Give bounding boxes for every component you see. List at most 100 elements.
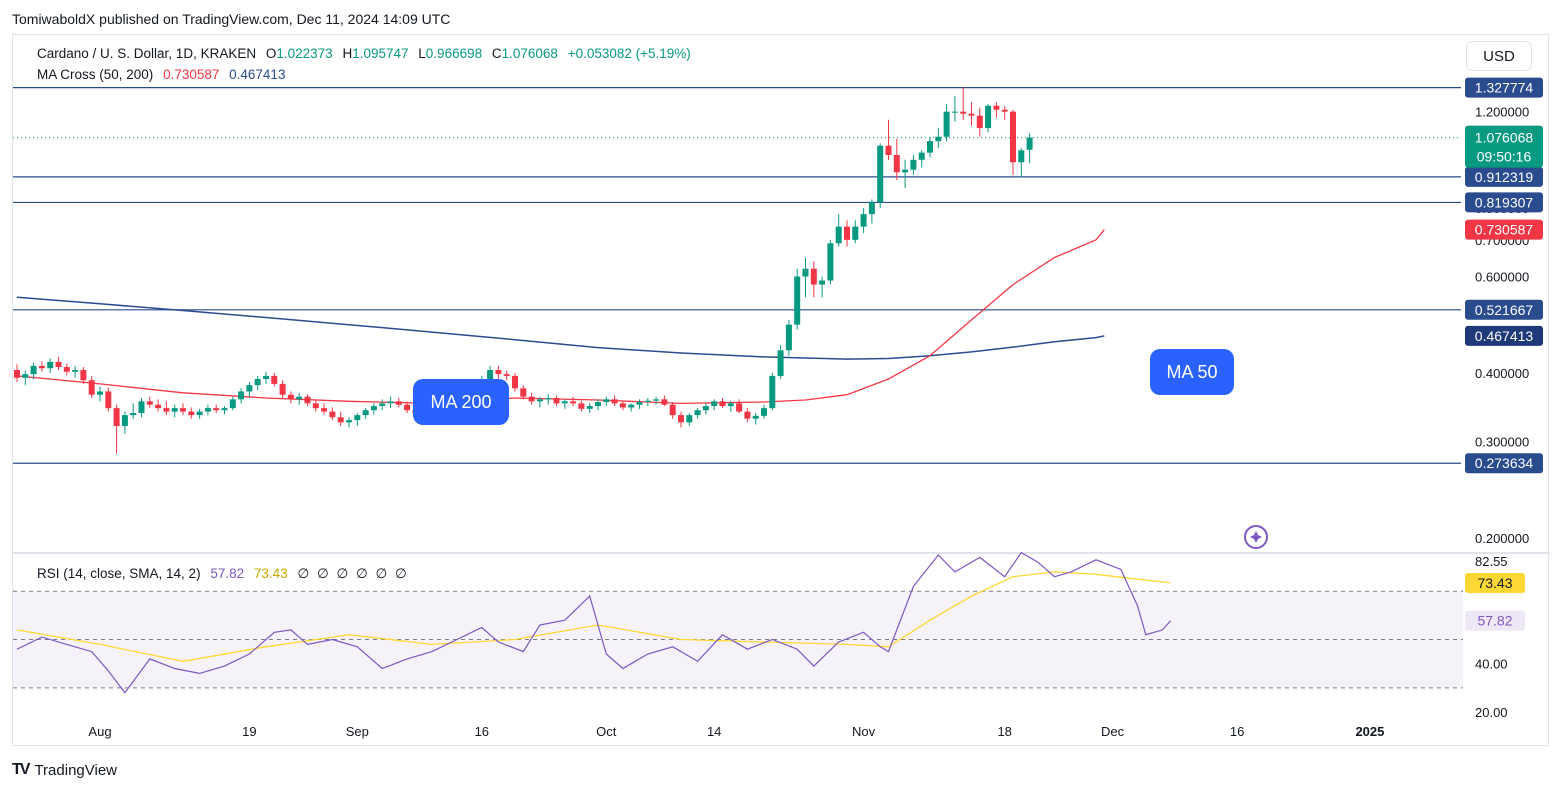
last-price-tag-bg — [1465, 125, 1543, 168]
price-tick-label: 0.600000 — [1475, 270, 1529, 285]
candle-body — [354, 415, 361, 421]
ma200-value: 0.467413 — [229, 67, 286, 82]
close-label: C — [491, 46, 502, 61]
currency-label: USD — [1483, 47, 1515, 65]
ma50-line — [16, 229, 1105, 405]
candle-body — [628, 404, 635, 408]
price-tick-label: 0.400000 — [1475, 366, 1529, 381]
candle-body — [72, 369, 79, 372]
price-label: 0.467413 — [1475, 328, 1534, 344]
candle-body — [105, 391, 112, 409]
candle-body — [586, 406, 593, 409]
candle-body — [918, 152, 925, 160]
candle-body — [785, 324, 792, 351]
candle-body — [719, 401, 726, 407]
candle-body — [761, 408, 767, 416]
candle-body — [702, 406, 709, 411]
candle-body — [827, 243, 834, 281]
candle-body — [304, 396, 311, 404]
candle-body — [379, 403, 386, 407]
rsi-line — [16, 551, 1172, 694]
candle-body — [570, 401, 577, 404]
candle-body — [844, 226, 850, 240]
x-tick-label: Sep — [346, 724, 369, 739]
candle-body — [644, 400, 651, 403]
candle-body — [312, 403, 319, 409]
currency-button[interactable]: USD — [1466, 41, 1532, 71]
candle-body — [993, 105, 1000, 110]
rsi-tick-label: 82.55 — [1475, 554, 1508, 569]
last-price-tag: 1.076068 — [1475, 130, 1534, 146]
candle-body — [819, 280, 826, 285]
price-label-bg — [1465, 219, 1543, 240]
rsi-value-tag: 57.82 — [1477, 613, 1512, 629]
candle-body — [180, 408, 186, 412]
published-caption: TomiwaboldX published on TradingView.com… — [12, 11, 451, 27]
x-tick-label: 14 — [707, 724, 721, 739]
candle-body — [487, 369, 494, 379]
candle-body — [495, 369, 502, 375]
candle-body — [503, 374, 510, 376]
candle-body — [171, 408, 178, 412]
x-tick-label: 2025 — [1355, 724, 1384, 739]
ma-cross-label: MA Cross (50, 200) — [37, 67, 154, 82]
candle-body — [279, 383, 286, 395]
candle-body — [387, 401, 394, 404]
candle-body — [113, 408, 120, 427]
high-label: H — [342, 46, 353, 61]
candle-body — [985, 105, 992, 129]
candle-body — [935, 136, 942, 142]
price-tick-label: 1.200000 — [1475, 105, 1529, 120]
x-tick-label: 19 — [242, 724, 256, 739]
candle-body — [88, 380, 95, 395]
candle-body — [188, 411, 195, 416]
price-tick-label: 0.200000 — [1475, 531, 1529, 546]
ma50-value: 0.730587 — [163, 67, 220, 82]
candle-body — [860, 214, 867, 227]
price-label: 0.912319 — [1475, 169, 1534, 185]
price-label-bg — [1465, 77, 1543, 98]
candle-body — [810, 268, 817, 285]
candle-body — [736, 403, 743, 412]
chart-canvas[interactable]: 0.2000000.3000000.4000000.6000000.700000… — [13, 35, 1550, 747]
candle-body — [686, 415, 693, 423]
candle-body — [835, 226, 842, 244]
brand[interactable]: TV TradingView — [12, 761, 117, 779]
candle-body — [63, 367, 70, 372]
candle-body — [229, 399, 236, 409]
candle-body — [196, 411, 203, 416]
candle-body — [370, 406, 377, 411]
candle-body — [346, 420, 352, 423]
close-value: 1.076068 — [501, 46, 558, 61]
candle-body — [520, 388, 527, 397]
candle-body — [213, 408, 220, 411]
candle-body — [55, 361, 62, 368]
x-tick-label: 16 — [1230, 724, 1244, 739]
candle-body — [138, 401, 145, 414]
candle-body — [653, 399, 660, 401]
candle-body — [976, 115, 983, 129]
candle-body — [943, 111, 950, 137]
candle-body — [578, 403, 585, 409]
price-label: 0.730587 — [1475, 222, 1534, 238]
candle-body — [22, 374, 29, 378]
ma200-line — [16, 296, 1105, 360]
candle-body — [794, 276, 801, 325]
candle-body — [852, 226, 859, 240]
candle-body — [121, 415, 128, 427]
rsi-na-values: ∅ ∅ ∅ ∅ ∅ ∅ — [297, 566, 409, 581]
candle-body — [395, 401, 402, 405]
candle-body — [636, 402, 643, 405]
candle-body — [97, 391, 103, 395]
rsi-sma-value: 73.43 — [253, 566, 288, 581]
candle-body — [951, 111, 958, 113]
price-label: 0.273634 — [1475, 455, 1534, 471]
low-value: 0.966698 — [425, 46, 483, 61]
candle-body — [38, 365, 45, 369]
candle-body — [287, 394, 294, 400]
candle-body — [727, 403, 734, 407]
symbol-legend: Cardano / U. S. Dollar, 1D, KRAKEN O1.02… — [37, 46, 697, 61]
high-value: 1.095747 — [352, 46, 409, 61]
x-tick-label: 18 — [997, 724, 1011, 739]
rsi-value-tag: 73.43 — [1477, 575, 1512, 591]
